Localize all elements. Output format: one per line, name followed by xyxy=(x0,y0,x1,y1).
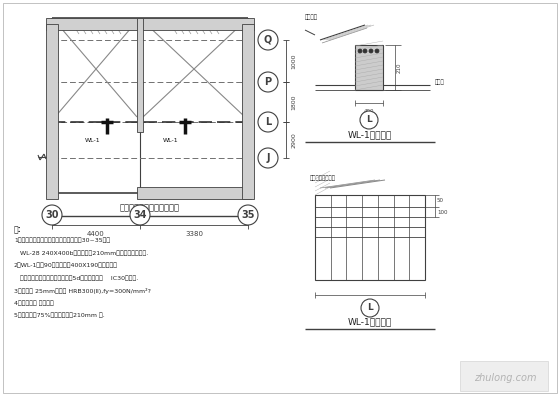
Circle shape xyxy=(258,112,278,132)
Text: 1800: 1800 xyxy=(291,94,296,110)
Text: 新增梁: 新增梁 xyxy=(435,79,445,85)
Text: 说:: 说: xyxy=(14,225,22,234)
Text: P: P xyxy=(264,77,272,87)
Text: zhulong.com: zhulong.com xyxy=(474,373,536,383)
Text: 4400: 4400 xyxy=(87,231,105,237)
Circle shape xyxy=(130,205,150,225)
Bar xyxy=(137,187,251,199)
Bar xyxy=(460,361,548,391)
Text: 210: 210 xyxy=(397,62,402,73)
Circle shape xyxy=(258,72,278,92)
Text: WL-1横断面图: WL-1横断面图 xyxy=(348,131,392,139)
Text: 1、新旧连接处，打凿凿毛旧混凝土，刷30~35腻子: 1、新旧连接处，打凿凿毛旧混凝土，刷30~35腻子 xyxy=(14,238,110,243)
Circle shape xyxy=(238,205,258,225)
Text: L: L xyxy=(367,303,373,312)
Text: WL-1纵断面图: WL-1纵断面图 xyxy=(348,318,392,326)
Bar xyxy=(137,18,143,132)
Text: 1000: 1000 xyxy=(291,53,296,69)
Bar xyxy=(315,195,425,280)
Text: 4、图例图示 说明组。: 4、图例图示 说明组。 xyxy=(14,300,54,306)
Text: WL-1: WL-1 xyxy=(163,138,179,143)
Text: WL-28 240X400b，箍筋间距210mm且，连接构造钢筋.: WL-28 240X400b，箍筋间距210mm且，连接构造钢筋. xyxy=(14,250,148,255)
Text: J: J xyxy=(266,153,270,163)
Bar xyxy=(355,45,383,90)
Bar xyxy=(46,18,254,30)
Text: L: L xyxy=(366,116,372,124)
Circle shape xyxy=(363,49,367,53)
Text: 35: 35 xyxy=(241,210,255,220)
Text: Q: Q xyxy=(264,35,272,45)
Text: 加强钢筋: 加强钢筋 xyxy=(305,14,318,19)
Circle shape xyxy=(369,49,373,53)
Text: 400: 400 xyxy=(364,300,376,305)
Circle shape xyxy=(358,49,362,53)
Text: 3、主纵筋 25mm，热轧 HRB300(Ⅱ),fy=300N/mm²?: 3、主纵筋 25mm，热轧 HRB300(Ⅱ),fy=300N/mm²? xyxy=(14,287,151,293)
Circle shape xyxy=(258,30,278,50)
Circle shape xyxy=(42,205,62,225)
Text: 坡屋顶加固改造平面示意图: 坡屋顶加固改造平面示意图 xyxy=(120,204,180,213)
Text: 34: 34 xyxy=(133,210,147,220)
Circle shape xyxy=(258,148,278,168)
Text: 400: 400 xyxy=(364,109,374,114)
Text: WL-1: WL-1 xyxy=(85,138,101,143)
Text: 2、WL-1腰筋90，箍筋间距400X190钢筋，箍筋: 2、WL-1腰筋90，箍筋间距400X190钢筋，箍筋 xyxy=(14,263,118,268)
Text: 100: 100 xyxy=(437,209,447,215)
Circle shape xyxy=(360,111,378,129)
Bar xyxy=(46,24,58,199)
Text: 3380: 3380 xyxy=(185,231,203,237)
Text: 30: 30 xyxy=(45,210,59,220)
Circle shape xyxy=(375,49,379,53)
Text: 新增梁侧配筋情况: 新增梁侧配筋情况 xyxy=(310,175,336,181)
Text: 50: 50 xyxy=(437,198,444,204)
Text: 2900: 2900 xyxy=(291,132,296,148)
Bar xyxy=(242,24,254,199)
Text: 箍筋牛腿，打凿凿毛旧箍筋间距5d，连接构造。    IC30混凝土.: 箍筋牛腿，打凿凿毛旧箍筋间距5d，连接构造。 IC30混凝土. xyxy=(14,275,138,281)
Text: L: L xyxy=(265,117,271,127)
Circle shape xyxy=(361,299,379,317)
Text: 5、箍筋间距75%分布钢筋间距210mm 构.: 5、箍筋间距75%分布钢筋间距210mm 构. xyxy=(14,312,105,318)
